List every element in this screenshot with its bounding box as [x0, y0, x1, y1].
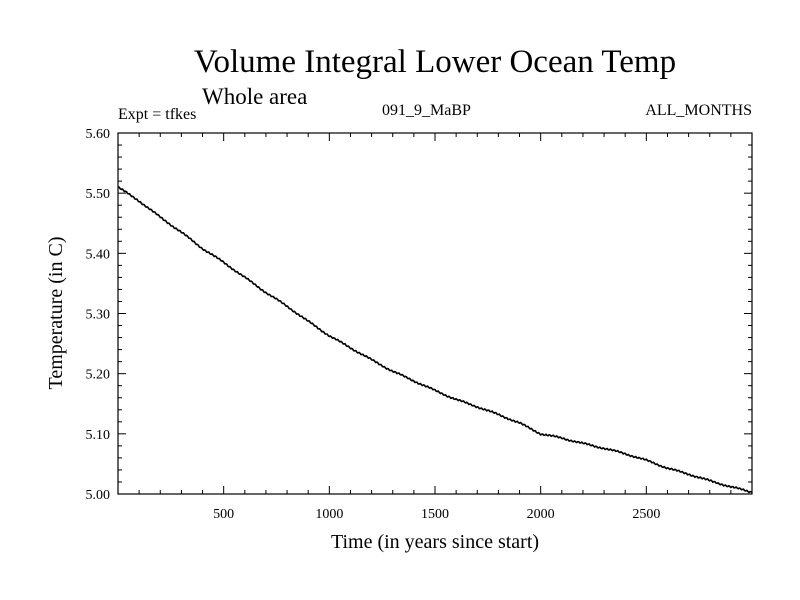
x-axis-label: Time (in years since start): [331, 531, 539, 553]
chart-subtitle: Whole area: [202, 84, 308, 109]
run-label: 091_9_MaBP: [382, 102, 471, 119]
axis-tick-labels: 500 1000 1500 2000 2500 5.00 5.10 5.20 5.30 5.40 5…: [86, 127, 661, 522]
y-tick-label: 5.20: [86, 368, 111, 383]
chart-title: Volume Integral Lower Ocean Temp: [193, 44, 677, 80]
plot-frame: [117, 132, 753, 495]
experiment-label: Expt = tfkes: [118, 106, 197, 123]
y-tick-label: 5.30: [86, 308, 111, 323]
x-tick-label: 500: [213, 507, 234, 522]
x-tick-label: 2500: [632, 507, 660, 522]
x-tick-label: 1500: [421, 507, 449, 522]
y-axis-label: Temperature (in C): [45, 237, 67, 390]
temperature-series-line: [117, 186, 753, 494]
y-tick-label: 5.60: [86, 127, 111, 142]
y-tick-label: 5.10: [86, 428, 111, 443]
y-tick-label: 5.40: [86, 247, 111, 262]
axis-ticks: [118, 133, 752, 494]
x-tick-label: 1000: [315, 507, 343, 522]
y-tick-label: 5.00: [86, 488, 111, 503]
months-label: ALL_MONTHS: [645, 102, 752, 119]
x-tick-label: 2000: [527, 507, 555, 522]
y-tick-label: 5.50: [86, 187, 111, 202]
